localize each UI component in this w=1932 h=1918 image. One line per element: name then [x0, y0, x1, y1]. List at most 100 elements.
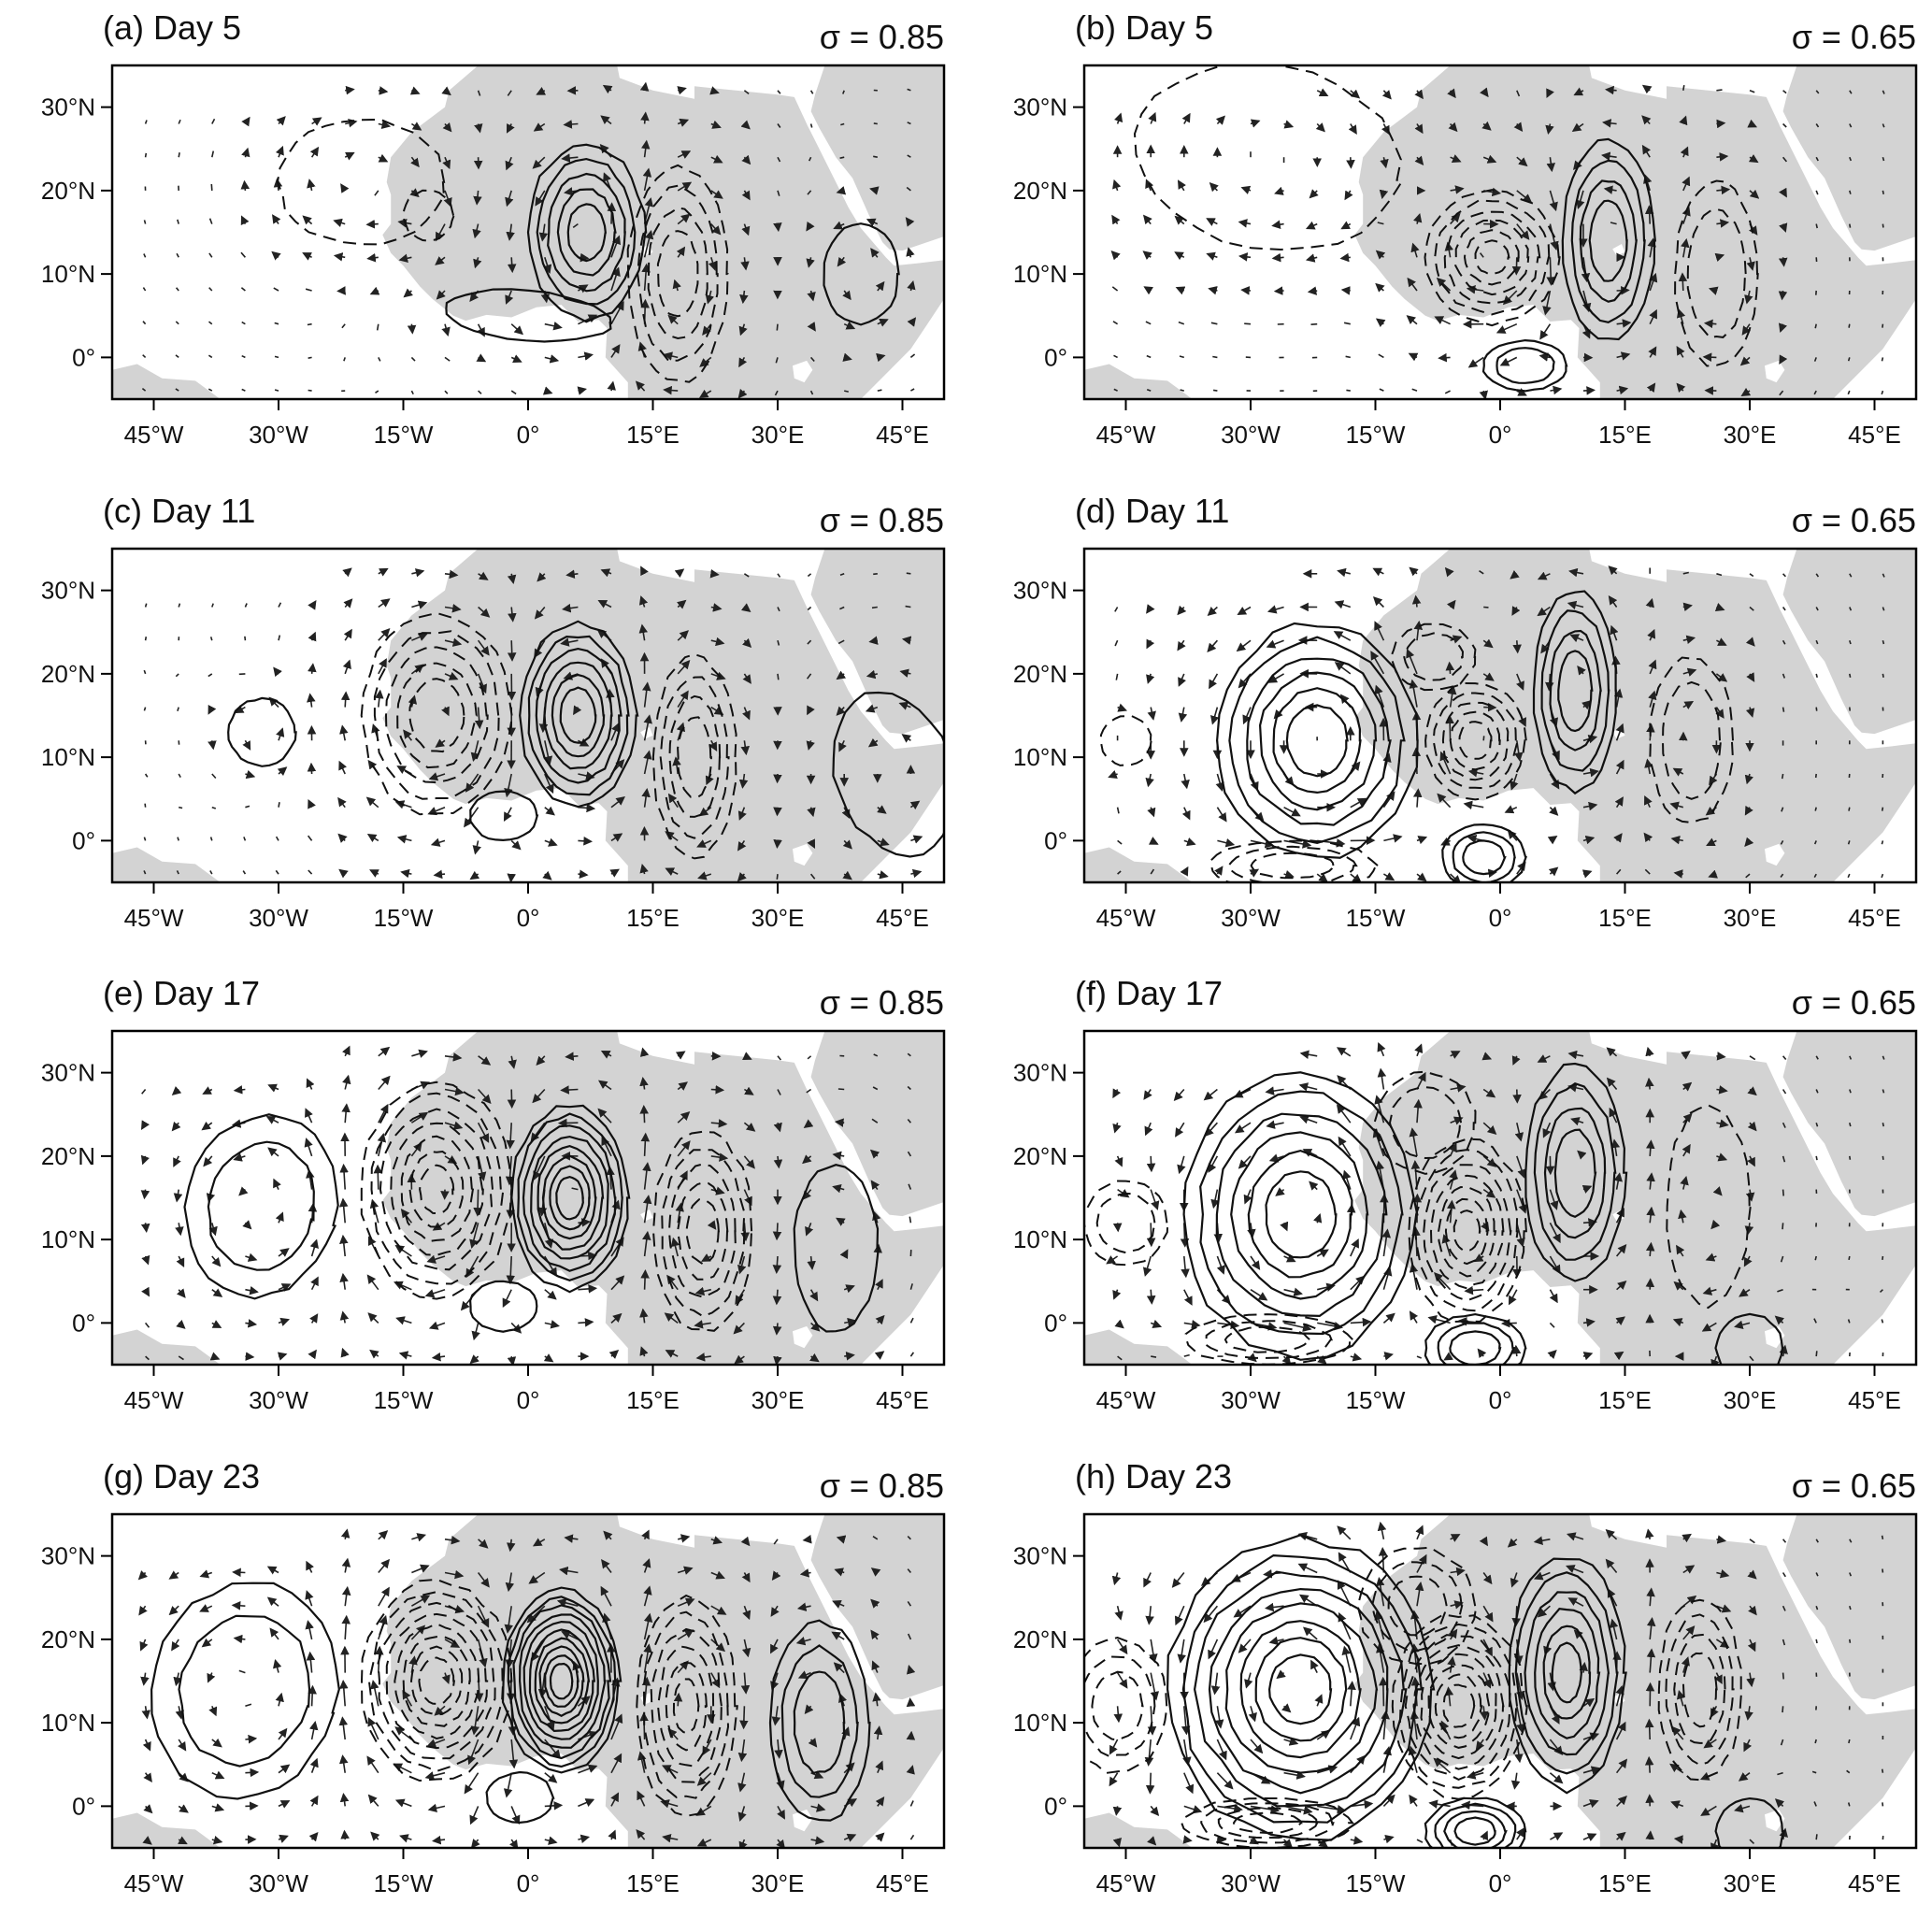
wind-vector [1181, 1255, 1190, 1279]
wind-vector [208, 673, 213, 678]
wind-vector [1146, 604, 1155, 614]
wind-vector [1815, 673, 1818, 678]
wind-vector [710, 190, 723, 199]
wind-vector [898, 701, 911, 710]
wind-vector [274, 355, 279, 359]
wind-vector [843, 321, 856, 330]
wind-vector [1250, 119, 1261, 128]
wind-vector [1744, 290, 1753, 305]
lat-tick-label: 10°N [1013, 1709, 1067, 1737]
wind-vector [738, 356, 748, 368]
wind-vector [1113, 388, 1118, 392]
wind-vector [1779, 354, 1788, 365]
lat-tick-label: 30°N [1013, 93, 1067, 122]
wind-vector [1606, 1077, 1618, 1091]
wind-vector [610, 1275, 625, 1291]
wind-vector [473, 257, 482, 269]
wind-vector [565, 569, 579, 580]
wind-vector [340, 1829, 350, 1840]
wind-vector [245, 805, 250, 809]
wind-vector [1409, 566, 1419, 577]
wind-vector [171, 1121, 181, 1132]
wind-vector [178, 1836, 188, 1845]
wind-vector [1114, 1319, 1124, 1329]
positive-contour [1481, 338, 1568, 393]
wind-vector [1849, 90, 1853, 94]
wind-vector [1849, 1639, 1852, 1643]
wind-vector [1482, 1122, 1497, 1135]
negative-contour [1649, 656, 1735, 824]
wind-vector [1567, 600, 1584, 610]
wind-vector [1573, 87, 1584, 96]
axis-ticks: 45°W 30°W 15°W 0° 15°E 30°E 45°E30°N20°N10°N0° [41, 1059, 929, 1414]
panel-sigma: σ = 0.65 [1792, 1467, 1916, 1505]
wind-vector [1643, 795, 1653, 809]
wind-vector [1882, 1089, 1885, 1094]
wind-vector [1749, 1539, 1755, 1544]
negative-contour [685, 1198, 720, 1266]
wind-vector [1512, 640, 1522, 654]
wind-vector [1814, 1255, 1817, 1261]
wind-vector [610, 833, 623, 842]
wind-vector [1174, 215, 1185, 225]
negative-contour [1373, 1070, 1477, 1175]
wind-vector [1608, 594, 1618, 608]
lon-tick-label: 45°E [876, 1869, 929, 1897]
wind-vector [1778, 322, 1788, 334]
wind-vector [841, 807, 851, 820]
wind-vector [873, 1053, 879, 1057]
wind-vector [201, 1638, 213, 1648]
wind-vector [1815, 1055, 1819, 1060]
wind-vector [1175, 286, 1186, 295]
wind-vector [1406, 648, 1418, 675]
wind-vector [1114, 639, 1119, 647]
wind-vector [266, 1596, 279, 1607]
wind-vector [143, 837, 147, 841]
wind-vector [1142, 214, 1152, 225]
wind-vector [806, 1088, 812, 1094]
wind-vector [276, 116, 286, 126]
wind-vector [909, 353, 916, 359]
wind-vector [694, 1320, 711, 1329]
wind-vector [378, 1046, 391, 1057]
land-south-america [1084, 1812, 1193, 1848]
wind-vector [1271, 220, 1284, 229]
wind-vector [143, 669, 147, 675]
wind-vector [342, 567, 352, 578]
wind-vector [1297, 1563, 1318, 1574]
wind-vector [1350, 1353, 1363, 1362]
lon-tick-label: 30°E [1724, 1386, 1777, 1414]
wind-vector [478, 571, 489, 580]
lon-tick-label: 15°W [374, 1869, 434, 1897]
positive-contour [183, 1113, 339, 1300]
wind-vector [275, 869, 279, 875]
wind-vector [472, 840, 481, 855]
wind-vector [403, 288, 413, 298]
wind-vector [1178, 321, 1185, 325]
wind-vector [809, 123, 813, 128]
lon-tick-label: 15°E [1598, 1869, 1652, 1897]
wind-vector [907, 1151, 912, 1157]
wind-vector [1112, 1223, 1123, 1233]
positive-contour [1588, 199, 1628, 282]
wind-vector [1375, 282, 1385, 293]
wind-vector [478, 1539, 489, 1549]
wind-vector [1849, 673, 1852, 678]
wind-vector [1180, 389, 1185, 392]
wind-vector [245, 1801, 259, 1811]
lon-tick-label: 30°W [1221, 1386, 1281, 1414]
wind-vector [1150, 1189, 1160, 1210]
wind-vector [143, 870, 147, 875]
lon-tick-label: 30°E [751, 904, 805, 932]
wind-vector [1847, 1802, 1851, 1807]
wind-vector [676, 599, 687, 609]
wind-vector [267, 1083, 279, 1093]
wind-vector [1299, 1050, 1318, 1059]
wind-vector [544, 1836, 558, 1845]
panel-title: (a) Day 5 [103, 8, 241, 47]
wind-vector [1447, 88, 1456, 99]
wind-vector [1377, 1521, 1387, 1539]
negative-contour [651, 1130, 753, 1332]
wind-vector [1450, 212, 1461, 225]
panel-title: (d) Day 11 [1075, 492, 1229, 530]
